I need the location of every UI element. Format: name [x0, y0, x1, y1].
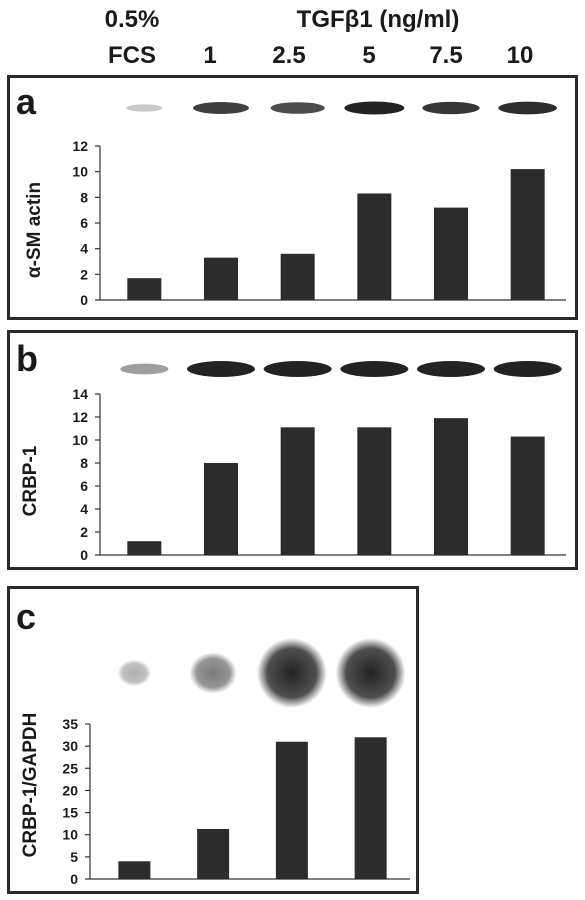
panel-b-blot-band [417, 361, 485, 377]
panel-c: c CRBP-1/GAPDH 0 5 10 15 20 25 30 35 [7, 586, 419, 894]
control-label-line2: FCS [108, 42, 156, 69]
panel-b-letter: b [16, 338, 38, 379]
panel-c-ytick-label: 30 [62, 738, 78, 754]
panel-b-bar [280, 427, 315, 555]
panel-c-letter: c [16, 596, 36, 637]
panel-a-letter: a [16, 81, 37, 122]
panel-a-blot-band [498, 101, 557, 115]
panel-a: a α-SM actin 0 2 4 6 8 10 12 [7, 75, 578, 320]
panel-c-chart: c CRBP-1/GAPDH 0 5 10 15 20 25 30 35 [16, 596, 410, 887]
panel-b-ytick-label: 10 [72, 432, 88, 448]
panel-a-ytick-label: 12 [72, 138, 88, 154]
dose-label-4: 7.5 [429, 42, 463, 69]
panel-b-blot-band [340, 361, 409, 377]
panel-b-ytick-label: 12 [72, 409, 88, 425]
panel-b-bar [510, 436, 545, 555]
panel-b-bar [434, 418, 468, 555]
panel-b-blot-band [187, 361, 255, 377]
panel-c-ytick-label: 15 [62, 805, 78, 821]
panel-b-ytick-label: 2 [80, 524, 88, 540]
panel-a-bar [280, 253, 315, 300]
panel-a-blot-band [422, 101, 480, 115]
panel-a-ytick-label: 6 [80, 215, 88, 231]
panel-c-bar [197, 828, 230, 879]
panel-a-bar [510, 169, 545, 300]
panel-a-ytick-label: 4 [80, 241, 88, 257]
treatment-title: TGFβ1 (ng/ml) [296, 6, 460, 33]
panel-c-ytick-label: 25 [62, 760, 78, 776]
panel-a-ytick-label: 0 [80, 292, 88, 308]
panel-c-blot-spot [256, 638, 327, 708]
panel-c-ytick-label: 10 [62, 827, 78, 843]
panel-a-bar [357, 193, 392, 300]
panel-a-bar [127, 278, 162, 300]
panel-c-blot-spot [189, 652, 237, 694]
panel-a-chart: a α-SM actin 0 2 4 6 8 10 12 [16, 81, 566, 308]
panel-a-ytick-label: 2 [80, 266, 88, 282]
panel-c-ylabel: CRBP-1/GAPDH [20, 713, 41, 858]
panel-a-ylabel: α-SM actin [24, 182, 45, 278]
panel-c-bar [354, 737, 387, 879]
dose-label-3: 5 [362, 42, 376, 69]
panel-b-ytick-label: 8 [80, 455, 88, 471]
panel-c-ytick-label: 0 [70, 871, 78, 887]
panel-c-blot-spot [117, 659, 152, 687]
panel-b-ytick-label: 6 [80, 478, 88, 494]
panel-b-chart: b CRBP-1 0 2 4 6 8 10 12 14 [16, 338, 566, 563]
panel-c-ytick-label: 5 [70, 849, 78, 865]
panel-b-ytick-label: 0 [80, 547, 88, 563]
panel-a-blot-band [193, 101, 249, 115]
panel-b: b CRBP-1 0 2 4 6 8 10 12 14 [7, 330, 578, 570]
panel-b-bar [357, 427, 392, 555]
panel-c-bar [118, 861, 151, 879]
panel-b-blot-band [493, 361, 562, 377]
panel-a-ytick-label: 10 [72, 164, 88, 180]
panel-a-ytick-label: 8 [80, 189, 88, 205]
panel-b-blot-band [263, 361, 332, 377]
panel-c-bar [275, 741, 308, 879]
panel-a-bar [204, 257, 238, 300]
panel-c-ytick-label: 35 [62, 716, 78, 732]
panel-a-bar [434, 207, 468, 300]
panel-b-ytick-label: 4 [80, 501, 88, 517]
control-label-line1: 0.5% [104, 6, 160, 33]
panel-b-ylabel: CRBP-1 [20, 445, 41, 516]
panel-a-blot-band [270, 102, 325, 114]
panel-a-blot-band [344, 101, 405, 115]
panel-b-bar [127, 541, 162, 555]
panel-a-blot-band [126, 104, 163, 112]
panel-c-ytick-label: 20 [62, 782, 78, 798]
dose-label-1: 1 [203, 42, 217, 69]
panel-b-bar [204, 463, 238, 555]
panel-b-ytick-label: 14 [72, 386, 88, 402]
dose-label-5: 10 [506, 42, 534, 69]
dose-label-2: 2.5 [272, 42, 306, 69]
panel-c-blot-spot [335, 638, 406, 708]
panel-b-blot-band [120, 363, 169, 375]
